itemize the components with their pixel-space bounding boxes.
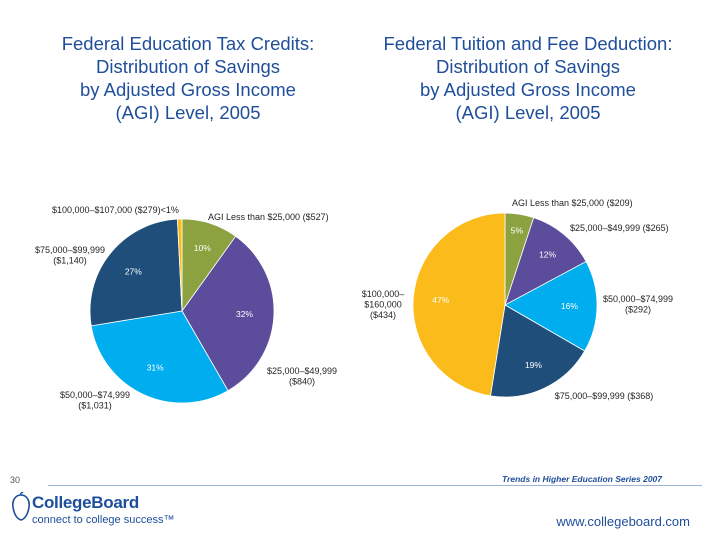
pie2-slice-5	[412, 212, 506, 397]
pie2-slice-4	[490, 304, 586, 398]
pie1-pct-label-3: 31%	[147, 363, 164, 373]
pie2-category-label-4: $75,000–$99,999 ($368)	[555, 391, 654, 401]
left-chart-title: Federal Education Tax Credits: Distribut…	[28, 32, 348, 124]
collegeboard-logo[interactable]: CollegeBoard connect to college success™	[10, 490, 200, 536]
pie1-category-label-1: AGI Less than $25,000 ($527)	[208, 212, 329, 222]
pie1-pct-label-4: 27%	[125, 267, 142, 277]
pie2-pct-label-2: 12%	[539, 249, 556, 259]
pie2-pct-label-3: 16%	[561, 301, 578, 311]
pie1-category-label-4: $75,000–$99,999 ($1,140)	[35, 245, 105, 266]
footer-divider	[48, 485, 702, 486]
pie2-category-label-5: $100,000– $160,000 ($434)	[362, 289, 405, 320]
right-chart-title: Federal Tuition and Fee Deduction: Distr…	[368, 32, 688, 124]
title-line: Federal Education Tax Credits:	[61, 33, 315, 54]
charts-area: 10% AGI Less than $25,000 ($527) 32% $25,00…	[35, 198, 673, 411]
pie1-slice-3	[90, 310, 229, 404]
title-line: Federal Tuition and Fee Deduction:	[383, 33, 673, 54]
brand-name: CollegeBoard	[32, 493, 139, 512]
pie1-pct-label-2: 32%	[236, 309, 253, 319]
pie2-category-label-3: $50,000–$74,999 ($292)	[603, 294, 673, 315]
pie1-slice-2	[181, 235, 275, 392]
title-line: by Adjusted Gross Income	[80, 79, 296, 100]
pie2-pct-label-4: 19%	[525, 360, 542, 370]
title-line: Distribution of Savings	[95, 56, 281, 77]
pie1-pct-label-1: 10%	[194, 243, 211, 253]
acorn-icon	[12, 492, 30, 521]
pie2-pct-label-5: 47%	[432, 295, 449, 305]
title-line: (AGI) Level, 2005	[455, 102, 601, 123]
pie2-pct-label-1: 5%	[511, 226, 524, 236]
pie2-slice-3	[504, 261, 598, 352]
page-number: 30	[10, 475, 21, 485]
pie1-category-label-5: $100,000–$107,000 ($279)<1%	[52, 205, 179, 215]
pie2-slice-2	[504, 217, 587, 306]
pie1-slice-4	[89, 218, 183, 327]
title-line: Distribution of Savings	[435, 56, 621, 77]
pie2-category-label-2: $25,000–$49,999 ($265)	[570, 223, 669, 233]
series-title: Trends in Higher Education Series 2007	[502, 474, 662, 484]
pie1-slice-5	[176, 218, 183, 312]
pie1-category-label-3: $50,000–$74,999 ($1,031)	[60, 390, 130, 411]
pie2-category-label-1: AGI Less than $25,000 ($209)	[512, 198, 633, 208]
website-link[interactable]: www.collegeboard.com	[556, 514, 690, 529]
title-line: by Adjusted Gross Income	[420, 79, 636, 100]
pie-charts-svg: 10% AGI Less than $25,000 ($527) 32% $25,00…	[35, 198, 673, 411]
title-line: (AGI) Level, 2005	[115, 102, 261, 123]
pie1-category-label-2: $25,000–$49,999 ($840)	[267, 366, 337, 387]
brand-tagline: connect to college success™	[32, 514, 175, 526]
